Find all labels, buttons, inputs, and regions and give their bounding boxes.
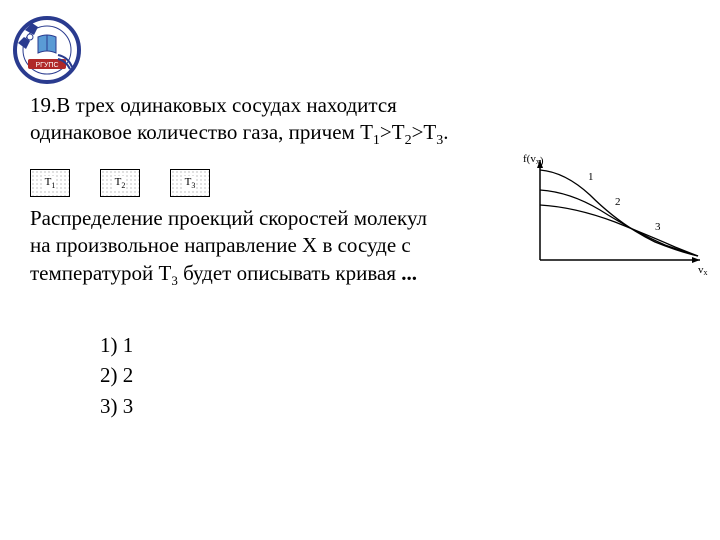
question-text: 19.В трех одинаковых сосудах находится о… [30,92,690,151]
graph-ylabel: f(vx) [523,153,544,167]
curve-label-2: 2 [615,196,621,208]
desc-line2: на произвольное направление Х в сосуде с [30,233,411,257]
answer-3: 3) 3 [100,391,133,421]
vessel-1-label: T1 [44,176,57,190]
vessel-2: T2 [100,169,140,197]
q-line1: В трех одинаковых сосудах находится [56,93,397,117]
description-text: Распределение проекций скоростей молекул… [30,205,500,290]
desc-line3-suffix: ... [401,261,417,285]
logo: РГУПС [10,15,85,85]
q-relation: T1>T2>T3 [360,120,443,144]
vessel-1: T1 [30,169,70,197]
answers-list: 1) 1 2) 2 3) 3 [100,330,133,421]
answer-2: 2) 2 [100,360,133,390]
desc-line1: Распределение проекций скоростей молекул [30,206,427,230]
distribution-graph: f(vx) vx 1 2 3 [520,150,710,280]
desc-line3-prefix: температурой T [30,261,171,285]
curve-label-3: 3 [655,221,661,233]
graph-xlabel: vx [698,264,708,277]
question-number: 19. [30,93,56,117]
q-line2-suffix: . [443,120,448,144]
vessel-2-label: T2 [114,176,127,190]
svg-text:РГУПС: РГУПС [36,62,59,69]
q-line2-prefix: одинаковое количество газа, причем [30,120,360,144]
desc-line3-mid: будет описывать кривая [178,261,401,285]
vessel-3-label: T3 [184,176,197,190]
curve-label-1: 1 [588,171,594,183]
vessel-3: T3 [170,169,210,197]
answer-1: 1) 1 [100,330,133,360]
